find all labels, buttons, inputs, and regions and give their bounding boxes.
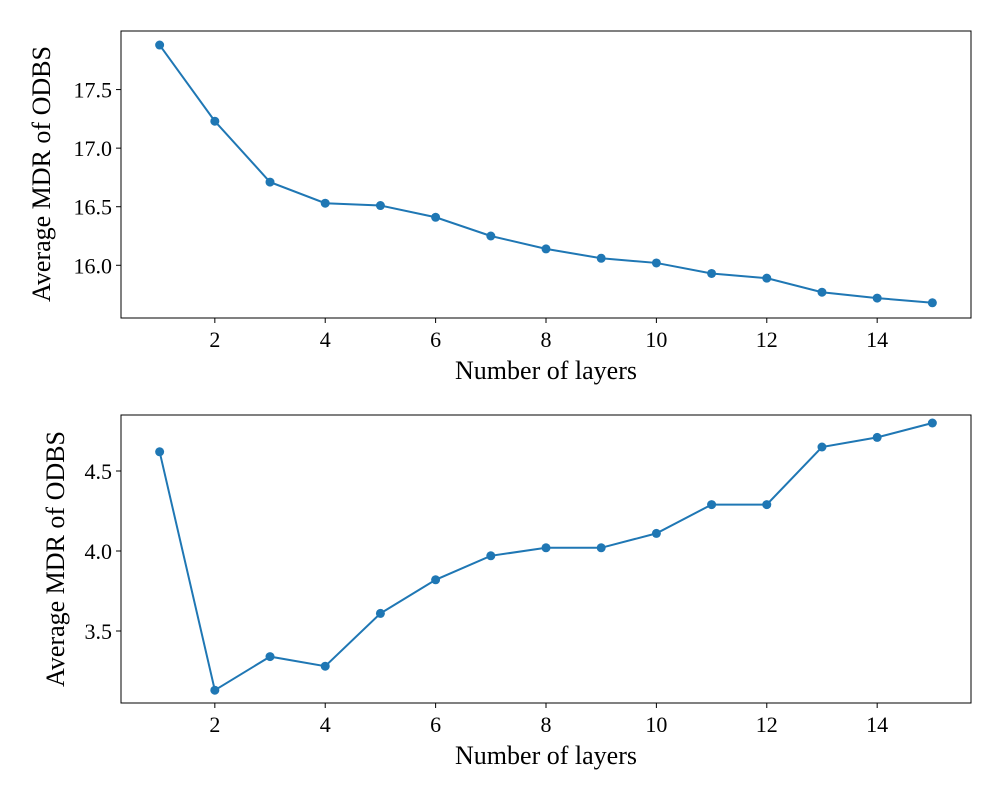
top-y-tick-label: 16.5 xyxy=(74,195,113,220)
top-x-tick-label: 8 xyxy=(541,327,552,352)
bottom-series-line xyxy=(158,422,933,692)
top-x-axis-label: Number of layers xyxy=(455,356,637,385)
bottom-data-point xyxy=(927,418,937,428)
bottom-x-tick-label: 10 xyxy=(645,712,667,737)
bottom-data-point xyxy=(320,661,330,671)
bottom-x-tick-label: 8 xyxy=(541,712,552,737)
top-data-point xyxy=(927,298,937,308)
bottom-data-point xyxy=(541,543,551,553)
bottom-data-point xyxy=(817,442,827,452)
top-data-point xyxy=(872,293,882,303)
top-data-point xyxy=(431,212,441,222)
top-data-point xyxy=(651,258,661,268)
bottom-data-point xyxy=(265,652,275,662)
top-data-point xyxy=(762,273,772,283)
top-data-point xyxy=(817,287,827,297)
bottom-data-point xyxy=(486,551,496,561)
top-y-tick-label: 17.0 xyxy=(74,136,113,161)
bottom-x-tick-label: 12 xyxy=(756,712,778,737)
top-x-tick-label: 14 xyxy=(866,327,888,352)
bottom-data-point xyxy=(762,500,772,510)
top-chart-panel: 2 4 6 8 10 12 14 16.0 16.5 17.0 17.5 Number of laye… xyxy=(27,30,972,385)
bottom-data-point xyxy=(872,432,882,442)
top-plot-frame xyxy=(120,30,972,319)
bottom-data-point xyxy=(651,528,661,538)
top-data-point xyxy=(541,244,551,254)
top-x-tick-label: 12 xyxy=(756,327,778,352)
bottom-plot-frame xyxy=(120,414,972,704)
top-data-point xyxy=(707,268,717,278)
bottom-x-tick-label: 14 xyxy=(866,712,888,737)
bottom-x-tick-label: 2 xyxy=(209,712,220,737)
bottom-x-axis-label: Number of layers xyxy=(455,741,637,770)
bottom-x-tick-label: 4 xyxy=(320,712,331,737)
bottom-y-tick-label: 3.5 xyxy=(85,619,113,644)
bottom-data-point xyxy=(707,500,717,510)
bottom-y-axis-label: Average MDR of ODBS xyxy=(41,431,70,687)
top-series-line xyxy=(158,44,933,304)
top-x-tick-label: 4 xyxy=(320,327,331,352)
top-y-tick-label: 17.5 xyxy=(74,78,113,103)
top-data-point xyxy=(320,198,330,208)
bottom-y-tick-label: 4.5 xyxy=(85,459,113,484)
top-data-point xyxy=(265,177,275,187)
bottom-y-tick-label: 4.0 xyxy=(85,539,113,564)
bottom-data-point xyxy=(431,575,441,585)
top-x-tick-label: 10 xyxy=(645,327,667,352)
top-x-tick-label: 6 xyxy=(430,327,441,352)
top-x-tick-label: 2 xyxy=(209,327,220,352)
top-data-point xyxy=(210,116,220,126)
top-data-point xyxy=(596,253,606,263)
top-y-axis-label: Average MDR of ODBS xyxy=(27,46,56,302)
top-data-point xyxy=(155,40,165,50)
bottom-data-point xyxy=(596,543,606,553)
bottom-data-point xyxy=(210,685,220,695)
bottom-data-point xyxy=(375,608,385,618)
bottom-data-point xyxy=(155,447,165,457)
top-data-point xyxy=(375,201,385,211)
bottom-x-tick-label: 6 xyxy=(430,712,441,737)
bottom-chart-panel: 2 4 6 8 10 12 14 3.5 4.0 4.5 Number of layers Avera… xyxy=(41,414,972,770)
top-data-point xyxy=(486,231,496,241)
top-y-tick-label: 16.0 xyxy=(74,253,113,278)
